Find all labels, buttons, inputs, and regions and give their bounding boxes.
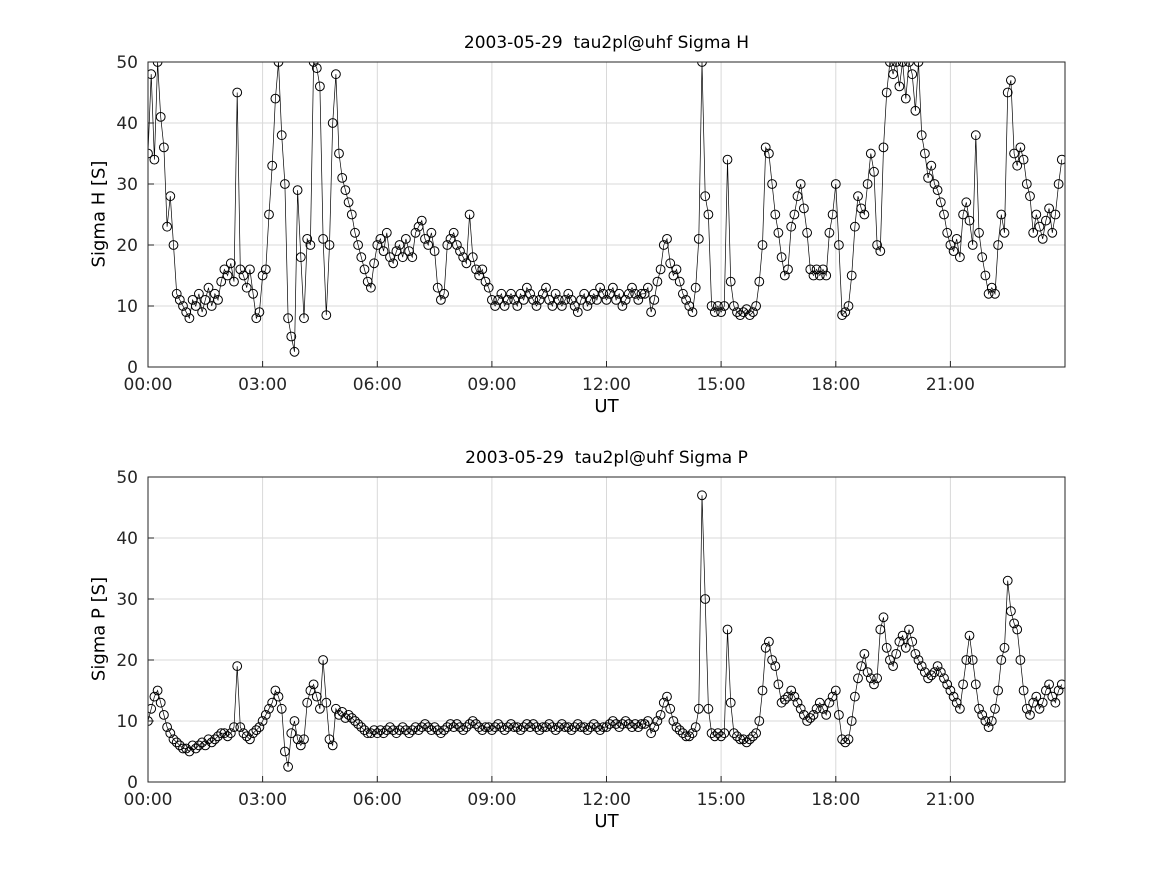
- svg-text:12:00: 12:00: [582, 790, 631, 810]
- svg-text:50: 50: [116, 468, 138, 488]
- svg-text:06:00: 06:00: [353, 790, 402, 810]
- svg-text:20: 20: [116, 236, 138, 256]
- svg-text:0: 0: [127, 358, 138, 378]
- svg-text:18:00: 18:00: [811, 790, 860, 810]
- svg-text:30: 30: [116, 175, 138, 195]
- svg-text:18:00: 18:00: [811, 375, 860, 395]
- sigma-p-chart-title: 2003-05-29 tau2pl@uhf Sigma P: [465, 448, 748, 468]
- svg-text:21:00: 21:00: [926, 790, 975, 810]
- sigma-p-x-axis-label: UT: [594, 811, 619, 832]
- svg-text:30: 30: [116, 590, 138, 610]
- svg-text:03:00: 03:00: [238, 790, 287, 810]
- svg-text:40: 40: [116, 114, 138, 134]
- svg-text:12:00: 12:00: [582, 375, 631, 395]
- svg-text:00:00: 00:00: [124, 790, 173, 810]
- svg-text:00:00: 00:00: [124, 375, 173, 395]
- svg-text:15:00: 15:00: [697, 790, 746, 810]
- svg-text:10: 10: [116, 712, 138, 732]
- svg-text:0: 0: [127, 773, 138, 793]
- svg-text:50: 50: [116, 53, 138, 73]
- svg-text:09:00: 09:00: [467, 375, 516, 395]
- sigma-h-chart-title: 2003-05-29 tau2pl@uhf Sigma H: [463, 33, 750, 53]
- sigma-h-x-axis-label: UT: [594, 396, 619, 417]
- svg-text:20: 20: [116, 651, 138, 671]
- svg-text:06:00: 06:00: [353, 375, 402, 395]
- svg-text:10: 10: [116, 297, 138, 317]
- svg-text:15:00: 15:00: [697, 375, 746, 395]
- svg-text:40: 40: [116, 529, 138, 549]
- svg-text:09:00: 09:00: [467, 790, 516, 810]
- svg-text:21:00: 21:00: [926, 375, 975, 395]
- svg-text:03:00: 03:00: [238, 375, 287, 395]
